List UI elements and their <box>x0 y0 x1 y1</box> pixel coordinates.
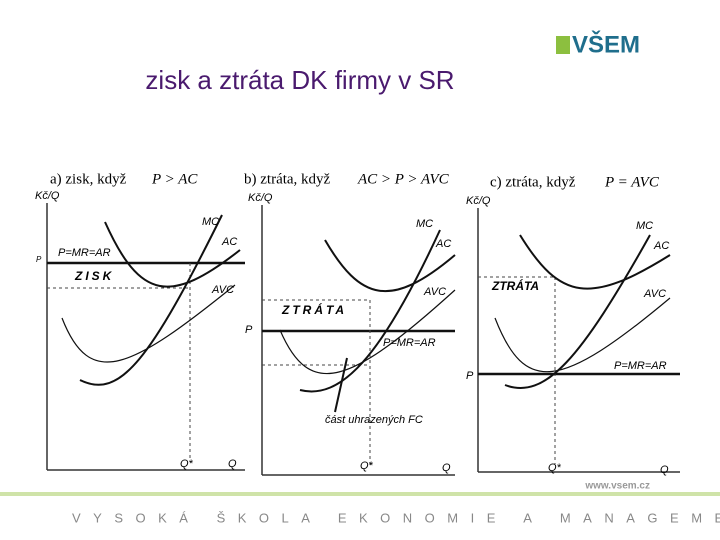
condition: P = AVC <box>604 174 660 190</box>
curve-label: MC <box>202 216 219 228</box>
footer-text: VYSOKÁ ŠKOLA EKONOMIE A MANAGEMENTU <box>72 510 720 525</box>
x-axis-label: Q <box>442 462 451 474</box>
avc-curve <box>279 289 456 375</box>
logo-mark <box>556 36 570 54</box>
curve-label: AVC <box>211 284 234 296</box>
area-label: ZTRÁTA <box>281 302 347 317</box>
footer-bar <box>0 492 720 496</box>
avc-curve <box>61 284 236 363</box>
panel-c: c) ztráta, když P = AVC Kč/Q P P=MR=AR Z… <box>466 174 680 476</box>
q-star: Q* <box>180 458 194 470</box>
logo: VŠEM <box>572 30 640 58</box>
mc-curve <box>504 234 651 389</box>
caption: a) zisk, když <box>50 171 127 187</box>
p-label: P <box>466 370 474 382</box>
curve-label: AVC <box>423 286 446 298</box>
p-label: P <box>36 255 42 264</box>
price-label: P=MR=AR <box>614 360 667 372</box>
curve-label: AC <box>221 236 237 248</box>
panel-a: a) zisk, když P > AC Kč/Q P P=MR=AR ZISK… <box>35 171 245 471</box>
condition: P > AC <box>151 171 198 187</box>
curve-label: MC <box>416 218 433 230</box>
curve-label: AVC <box>643 288 666 300</box>
y-axis-label: Kč/Q <box>248 192 273 204</box>
x-axis-label: Q <box>228 458 237 470</box>
curve-label: MC <box>636 220 653 232</box>
y-axis-label: Kč/Q <box>35 190 60 202</box>
ac-curve <box>324 239 456 293</box>
condition: AC > P > AVC <box>357 171 450 187</box>
ac-curve <box>519 234 671 290</box>
ac-curve <box>104 221 241 288</box>
arrow <box>334 357 348 413</box>
caption: c) ztráta, když <box>490 174 576 190</box>
title: zisk a ztráta DK firmy v SR <box>145 65 454 95</box>
watermark: www.vsem.cz <box>584 481 650 492</box>
avc-curve <box>494 297 671 373</box>
curve-label: AC <box>435 238 451 250</box>
curve-label: AC <box>653 240 669 252</box>
area-label: ZTRÁTA <box>491 278 539 293</box>
panel-b: b) ztráta, když AC > P > AVC Kč/Q P P=MR… <box>244 171 456 476</box>
q-star: Q* <box>548 462 562 474</box>
note: část uhrazených FC <box>325 414 423 426</box>
q-star: Q* <box>360 460 374 472</box>
mc-curve <box>79 214 223 386</box>
x-axis-label: Q <box>660 464 669 476</box>
area-label: ZISK <box>74 269 114 283</box>
caption: b) ztráta, když <box>244 171 331 187</box>
price-label: P=MR=AR <box>383 337 436 349</box>
p-label: P <box>245 324 253 336</box>
price-label: P=MR=AR <box>58 247 111 259</box>
y-axis-label: Kč/Q <box>466 195 491 207</box>
